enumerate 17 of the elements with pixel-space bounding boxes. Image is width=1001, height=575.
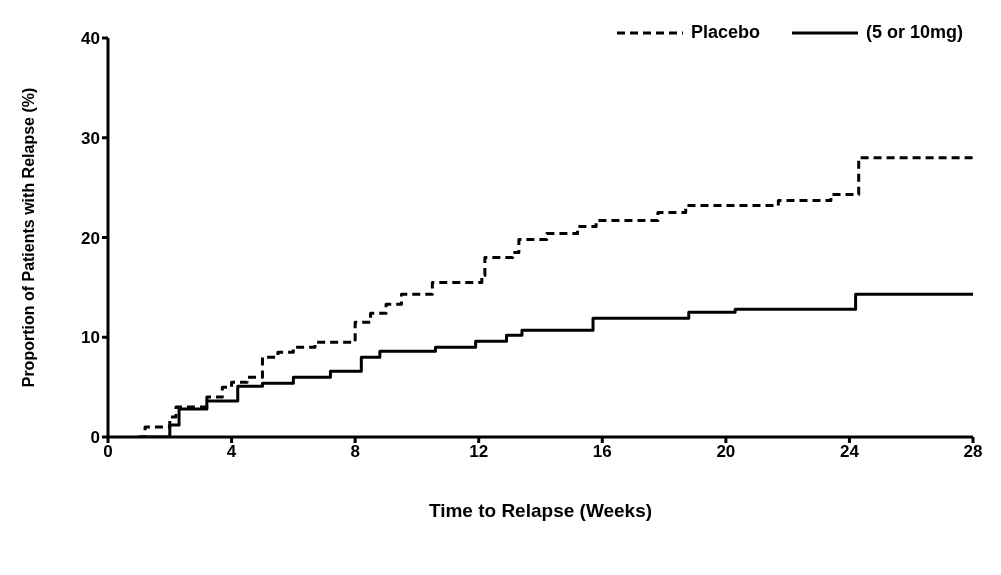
y-tick-label: 40 — [81, 29, 100, 49]
x-tick-label: 24 — [839, 442, 860, 462]
x-tick-label: 12 — [469, 442, 489, 462]
x-tick-label: 28 — [963, 442, 983, 462]
x-tick-label: 4 — [226, 442, 237, 462]
y-axis-title: Proportion of Patients with Relapse (%) — [19, 87, 37, 388]
y-tick-label: 0 — [90, 428, 100, 448]
x-tick-label: 16 — [592, 442, 612, 462]
x-tick-label: 20 — [716, 442, 736, 462]
x-tick-label: 0 — [103, 442, 113, 462]
x-axis-title: Time to Relapse (Weeks) — [428, 500, 653, 521]
y-tick-label: 20 — [81, 228, 100, 248]
y-tick-label: 10 — [81, 328, 100, 348]
legend-label: (5 or 10mg) — [865, 22, 963, 43]
y-tick-label: 30 — [81, 128, 100, 148]
x-tick-label: 8 — [350, 442, 360, 462]
legend-label: Placebo — [690, 22, 760, 43]
